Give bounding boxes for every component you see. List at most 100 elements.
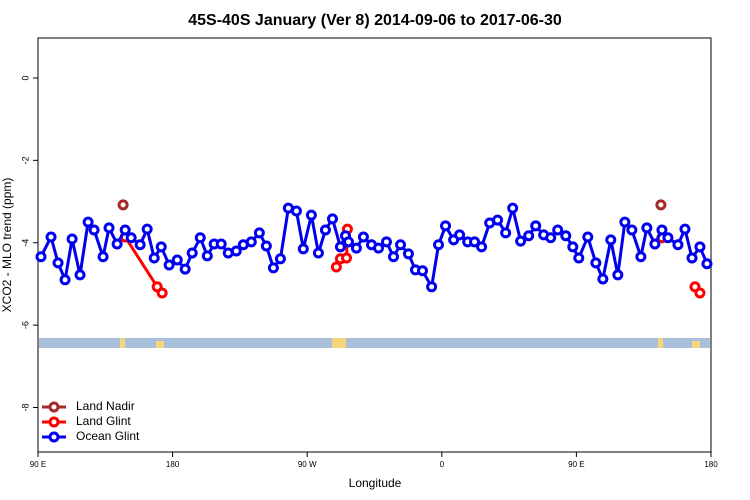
y-axis-label: XCO2 - MLO trend (ppm)	[0, 178, 14, 313]
point	[440, 220, 452, 232]
point	[469, 236, 481, 248]
point	[417, 265, 429, 277]
point	[380, 236, 392, 248]
point	[573, 252, 585, 264]
point	[619, 216, 631, 228]
point	[111, 238, 123, 250]
point	[82, 216, 94, 228]
point	[686, 252, 698, 264]
point	[253, 227, 265, 239]
chart-title: 45S-40S January (Ver 8) 2014-09-06 to 20…	[188, 12, 562, 29]
point	[194, 232, 206, 244]
point	[290, 205, 302, 217]
x-axis-label: Longitude	[349, 476, 402, 490]
point	[215, 238, 227, 250]
point	[230, 245, 242, 257]
point	[117, 199, 129, 211]
point	[342, 236, 354, 248]
point	[552, 224, 564, 236]
point	[590, 257, 602, 269]
point	[515, 235, 527, 247]
point	[655, 199, 667, 211]
point	[88, 224, 100, 236]
point	[694, 287, 706, 299]
legend-label: Ocean Glint	[76, 429, 140, 443]
point	[433, 239, 445, 251]
point	[402, 248, 414, 260]
point	[155, 241, 167, 253]
point	[297, 243, 309, 255]
x-tick-label: 180	[704, 460, 718, 469]
point	[334, 241, 346, 253]
point	[357, 231, 369, 243]
point	[492, 214, 504, 226]
point	[103, 222, 115, 234]
point	[387, 251, 399, 263]
y-tick-label: -4	[20, 239, 30, 247]
y-tick-label: -6	[20, 321, 30, 329]
point	[605, 234, 617, 246]
point	[179, 263, 191, 275]
point	[45, 231, 57, 243]
point	[267, 262, 279, 274]
point	[701, 258, 713, 270]
point	[326, 213, 338, 225]
point	[66, 233, 78, 245]
point	[141, 223, 153, 235]
point	[319, 224, 331, 236]
point	[97, 251, 109, 263]
point	[119, 224, 131, 236]
point	[560, 230, 572, 242]
y-tick-label: 0	[20, 75, 30, 80]
point	[74, 269, 86, 281]
legend-marker	[48, 401, 60, 413]
point	[305, 209, 317, 221]
point	[507, 202, 519, 214]
point	[626, 224, 638, 236]
x-tick-label: 180	[166, 460, 180, 469]
point	[341, 252, 353, 264]
point	[612, 269, 624, 281]
point	[156, 287, 168, 299]
point	[662, 232, 674, 244]
point	[476, 241, 488, 253]
y-tick-label: -2	[20, 156, 30, 164]
point	[649, 238, 661, 250]
point	[148, 252, 160, 264]
point	[530, 220, 542, 232]
point	[201, 250, 213, 262]
point	[567, 241, 579, 253]
legend-label: Land Nadir	[76, 399, 135, 413]
point	[274, 253, 286, 265]
legend-label: Land Glint	[76, 414, 131, 428]
point	[312, 247, 324, 259]
point	[59, 274, 71, 286]
point	[171, 254, 183, 266]
point	[545, 232, 557, 244]
point	[656, 224, 668, 236]
point	[373, 242, 385, 254]
point	[395, 239, 407, 251]
point	[679, 223, 691, 235]
legend-marker	[48, 416, 60, 428]
point	[52, 257, 64, 269]
point	[134, 239, 146, 251]
point	[350, 242, 362, 254]
point	[426, 281, 438, 293]
point	[597, 273, 609, 285]
x-tick-label: 90 E	[30, 460, 46, 469]
point	[163, 259, 175, 271]
point	[260, 240, 272, 252]
point	[500, 227, 512, 239]
point	[672, 239, 684, 251]
point	[35, 251, 47, 263]
point	[454, 229, 466, 241]
point	[245, 236, 257, 248]
point	[330, 261, 342, 273]
point	[635, 251, 647, 263]
x-tick-label: 90 W	[298, 460, 317, 469]
land-strip	[39, 338, 710, 348]
point	[186, 247, 198, 259]
point	[523, 230, 535, 242]
